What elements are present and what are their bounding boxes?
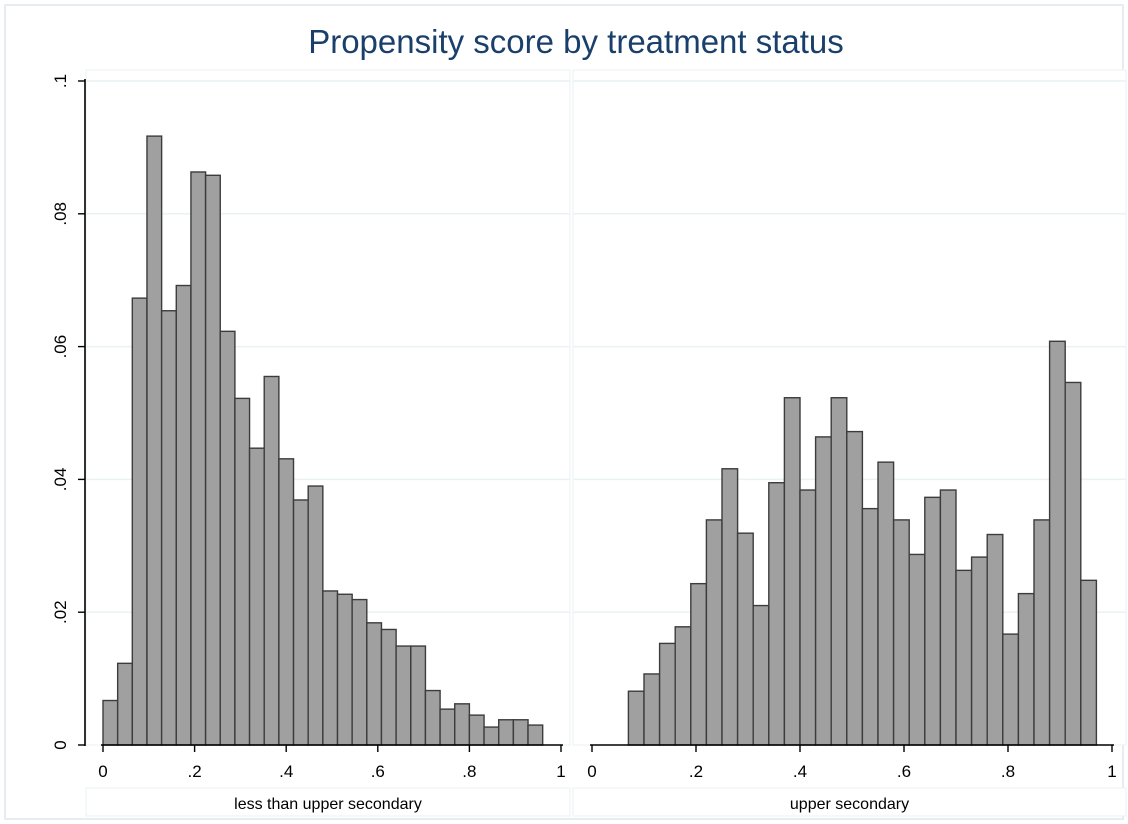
histogram-bar-0-2 (131, 297, 148, 746)
x-tick-label-1-4: .8 (1001, 762, 1015, 781)
histogram-bar-0-0 (102, 699, 119, 746)
histogram-bar-1-0 (627, 690, 645, 746)
panel-label-strip-0 (85, 787, 571, 817)
y-tick-label-4: .08 (51, 202, 70, 226)
histogram-bar-1-20 (939, 489, 957, 746)
histogram-bar-0-19 (380, 628, 397, 746)
x-tick-label-1-5: 1 (1107, 762, 1116, 781)
histogram-bar-0-29 (527, 724, 544, 746)
histogram-bar-1-21 (955, 569, 973, 746)
histogram-bar-1-7 (736, 532, 754, 746)
histogram-bar-0-1 (116, 662, 134, 746)
y-tick-label-2: .04 (51, 468, 70, 492)
x-tick-label-1-0: 0 (587, 762, 596, 781)
panel-label-strip-1 (572, 787, 1127, 817)
histogram-bar-0-18 (366, 622, 383, 746)
panels-layer: 0 .2 .4 .6 .8 1 less than upper secondary 0 .2 .4… (85, 69, 1127, 817)
histogram-bar-0-24 (454, 703, 471, 746)
histogram-bar-0-9 (234, 397, 251, 746)
histogram-bar-0-6 (190, 171, 207, 746)
histogram-bar-0-7 (204, 174, 221, 746)
histogram-bar-1-15 (861, 507, 879, 746)
histogram-bar-0-15 (322, 590, 339, 746)
histogram-bar-1-26 (1033, 519, 1051, 746)
histogram-bar-0-8 (219, 330, 236, 746)
histogram-bar-0-21 (410, 645, 427, 746)
histogram-bar-1-12 (814, 436, 832, 746)
histogram-bar-0-11 (263, 375, 280, 746)
chart-title: Propensity score by treatment status (308, 23, 844, 60)
histogram-bar-0-16 (336, 593, 353, 746)
histogram-bar-0-3 (146, 135, 163, 746)
histogram-bar-0-12 (278, 458, 295, 746)
x-tick-label-0-3: .6 (371, 762, 385, 781)
histogram-bar-1-11 (799, 489, 817, 746)
panel-label-0: less than upper secondary (234, 796, 422, 813)
histogram-bar-1-29 (1080, 579, 1098, 746)
x-tick-label-0-2: .4 (279, 762, 293, 781)
histogram-bar-0-26 (483, 726, 500, 746)
histogram-bar-1-27 (1048, 340, 1066, 746)
histogram-bar-0-28 (512, 719, 529, 746)
x-tick-label-0-4: .8 (462, 762, 476, 781)
histogram-bar-1-8 (752, 604, 770, 746)
histogram-bar-1-4 (690, 582, 708, 746)
histogram-bar-0-10 (248, 447, 265, 746)
histogram-bar-1-19 (924, 496, 942, 746)
histogram-bar-1-14 (846, 430, 864, 746)
x-tick-label-1-3: .6 (897, 762, 911, 781)
histogram-bar-0-20 (395, 645, 412, 746)
histogram-bar-1-10 (783, 397, 801, 746)
histogram-bar-1-16 (877, 461, 895, 746)
histogram-bar-1-22 (970, 556, 988, 746)
histogram-bar-1-24 (1002, 633, 1020, 746)
histogram-bar-1-23 (986, 533, 1004, 746)
panel-label-1: upper secondary (790, 796, 909, 813)
histogram-bar-0-13 (292, 499, 309, 746)
histogram-bar-0-22 (424, 689, 441, 746)
histogram-bar-1-9 (768, 482, 786, 746)
histogram-bar-0-17 (351, 598, 368, 746)
y-tick-label-0: 0 (51, 740, 70, 749)
y-tick-label-5: .1 (51, 74, 70, 88)
histogram-bar-1-13 (830, 397, 848, 746)
histogram-bar-1-1 (643, 673, 661, 746)
y-tick-label-1: .02 (51, 600, 70, 624)
y-tick-label-3: .06 (51, 335, 70, 359)
x-tick-label-0-1: .2 (188, 762, 202, 781)
histogram-bar-1-6 (721, 468, 739, 746)
histogram-bar-0-25 (468, 714, 485, 746)
histogram-bar-1-18 (908, 553, 926, 746)
x-tick-label-0-0: 0 (98, 762, 107, 781)
histogram-bar-1-5 (705, 519, 723, 746)
histogram-bar-0-4 (160, 310, 177, 746)
histogram-bar-1-2 (658, 642, 676, 746)
histogram-bar-0-14 (307, 485, 324, 746)
x-tick-label-1-1: .2 (689, 762, 703, 781)
histogram-bar-0-27 (498, 719, 515, 746)
x-tick-label-1-2: .4 (793, 762, 807, 781)
histogram-bar-1-3 (674, 626, 692, 746)
x-tick-label-0-5: 1 (556, 762, 565, 781)
histogram-bar-1-28 (1064, 381, 1082, 746)
histogram-bar-0-5 (175, 284, 192, 746)
histogram-bar-1-17 (892, 519, 910, 746)
histogram-bar-1-25 (1017, 592, 1035, 746)
histogram-bar-0-23 (439, 708, 456, 746)
y-axis: 0 .02 .04 .06 .08 .1 (51, 74, 86, 750)
